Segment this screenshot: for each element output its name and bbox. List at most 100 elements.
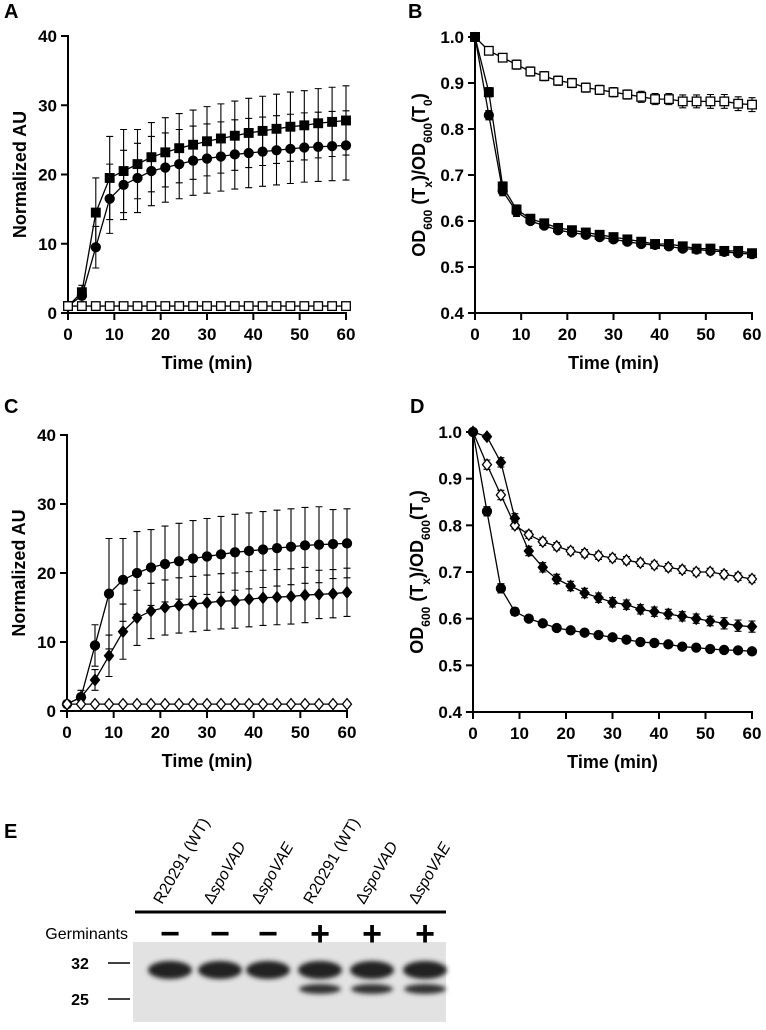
marker [103,588,115,599]
marker [497,181,508,192]
marker [201,153,213,164]
marker [257,697,269,711]
marker [174,301,185,312]
marker [243,147,254,159]
marker [580,82,591,93]
marker [75,697,87,711]
x-tick-label: 50 [696,325,715,344]
marker [173,556,185,567]
x-tick-label: 50 [291,723,310,742]
marker [187,597,199,611]
marker [690,612,702,626]
x-tick-label: 20 [558,325,577,344]
marker [257,125,268,136]
marker [747,248,757,259]
marker [341,585,353,599]
x-tick-label: 40 [650,724,669,743]
marker [691,96,702,107]
x-tick-label: 60 [337,325,356,344]
marker [676,563,688,577]
gel-band [148,961,192,979]
marker [187,155,199,166]
marker [201,596,213,610]
marker [63,301,73,312]
marker [327,301,338,312]
marker [663,239,674,249]
y-axis-label-part: (T [407,585,427,607]
y-axis-label-subscript: x [421,181,435,188]
marker [299,142,310,153]
marker [159,697,171,711]
y-axis-label-subscript: 600 [419,520,433,540]
marker [327,697,339,711]
marker [271,301,282,312]
marker [733,245,744,256]
marker [746,572,758,586]
y-tick-label: 0.5 [440,258,464,277]
marker [243,127,254,138]
marker [202,136,212,147]
y-axis-label-part: ) [407,490,427,496]
marker [229,547,241,558]
x-tick-label: 40 [244,325,263,344]
marker [608,232,619,243]
gel-band [298,961,342,979]
marker [271,543,283,554]
y-tick-label: 0.6 [440,212,464,231]
marker [635,636,646,648]
marker [104,173,115,183]
marker [732,619,744,633]
marker [299,588,311,602]
marker [523,544,535,558]
marker [622,234,633,245]
marker [160,162,171,173]
marker [551,572,563,586]
germinant-sign: + [415,915,435,953]
marker [131,611,143,625]
marker [649,605,660,619]
marker [525,213,536,224]
marker [271,697,283,711]
y-tick-label: 40 [37,426,56,445]
marker [539,218,550,229]
germinant-sign: − [210,915,230,953]
marker [299,540,311,551]
y-tick-label: 30 [37,495,56,514]
x-tick-label: 0 [63,325,72,344]
lane-label-part: R20291 (WT) [301,815,364,907]
marker [89,640,101,651]
y-tick-label: 0 [47,702,56,721]
marker [621,634,632,645]
lane-label: ΔspoVAD [353,839,402,907]
marker [229,149,240,160]
x-tick-label: 10 [510,724,529,743]
marker [341,115,351,126]
gel-band [198,961,242,979]
marker [341,538,353,549]
gel-band [350,961,394,979]
y-tick-label: 0 [48,304,57,323]
marker [201,551,213,562]
marker [257,146,268,157]
y-tick-label: 0.8 [438,516,462,535]
marker [483,45,494,56]
marker [567,78,577,88]
marker [622,89,633,100]
marker [732,570,744,584]
marker [103,649,115,663]
x-tick-label: 30 [604,325,623,344]
y-axis-label-subscript: 0 [419,496,433,503]
marker [90,242,101,253]
marker [104,301,115,312]
marker [594,229,605,240]
marker [313,118,324,129]
y-axis-label-subscript: x [419,578,433,585]
y-tick-label: 0.5 [438,656,462,675]
y-axis-label-subscript: 600 [419,606,433,626]
x-tick-label: 40 [650,325,669,344]
marker [705,243,716,254]
marker [215,697,227,711]
x-axis-label: Time (min) [567,752,658,772]
marker [257,591,269,605]
y-tick-label: 40 [38,27,57,46]
